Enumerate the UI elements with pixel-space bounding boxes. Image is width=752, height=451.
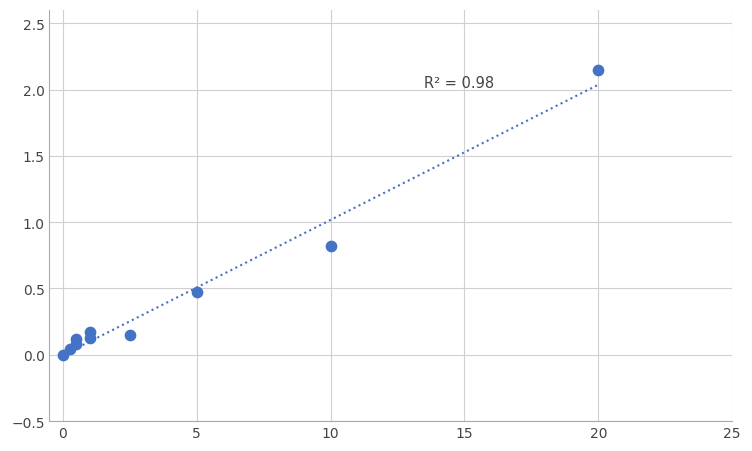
Point (83, 329, 96, 336)
Point (593, 67, 605, 74)
Point (124, 331, 136, 339)
Point (63, 346, 75, 353)
Text: R² = 0.98: R² = 0.98 (424, 76, 494, 91)
Point (57, 351, 69, 359)
Point (325, 243, 337, 250)
Point (191, 289, 203, 296)
Point (70, 336, 82, 343)
Point (70, 341, 82, 348)
Point (83, 334, 96, 341)
